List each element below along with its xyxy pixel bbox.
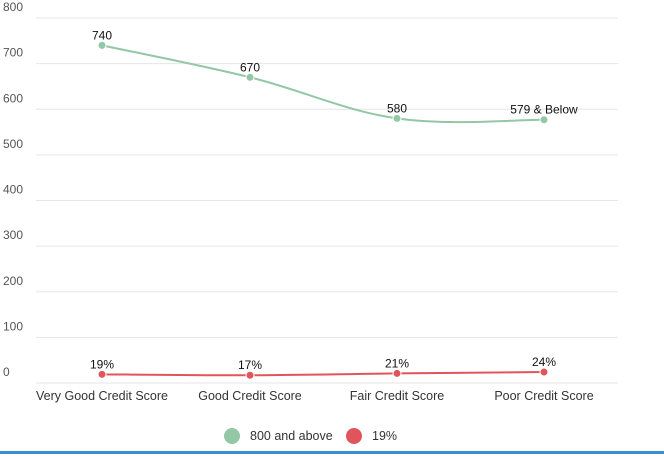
data-label: 579 & Below [510, 103, 578, 117]
data-point [539, 367, 549, 377]
data-point [539, 115, 549, 125]
x-tick-label: Fair Credit Score [350, 389, 445, 403]
data-point [97, 369, 107, 379]
legend-label: 800 and above [250, 429, 333, 443]
y-tick-label: 500 [3, 137, 23, 151]
series-line-2 [101, 371, 545, 377]
data-label: 21% [385, 356, 409, 370]
x-tick-label: Very Good Credit Score [36, 389, 168, 403]
data-point [245, 370, 255, 380]
y-tick-label: 400 [3, 183, 23, 197]
series-line-1 [101, 44, 545, 124]
x-tick-label: Poor Credit Score [494, 389, 593, 403]
y-tick-label: 0 [3, 365, 10, 379]
y-tick-label: 700 [3, 46, 23, 60]
y-tick-label: 100 [3, 319, 23, 333]
data-label: 24% [532, 355, 556, 369]
y-tick-label: 800 [3, 0, 23, 14]
y-tick-label: 200 [3, 274, 23, 288]
y-tick-label: 300 [3, 228, 23, 242]
legend-marker [346, 428, 362, 444]
data-label: 740 [92, 28, 112, 42]
data-label: 19% [90, 357, 114, 371]
legend-marker [224, 428, 240, 444]
x-tick-label: Good Credit Score [198, 389, 302, 403]
bottom-rule [0, 451, 664, 454]
data-point [245, 72, 255, 82]
legend-label: 19% [372, 429, 397, 443]
data-point [97, 40, 107, 50]
y-tick-label: 600 [3, 91, 23, 105]
data-point [392, 368, 402, 378]
data-point [392, 113, 402, 123]
data-label: 580 [387, 101, 407, 115]
data-label: 670 [240, 60, 260, 74]
data-label: 17% [238, 358, 262, 372]
